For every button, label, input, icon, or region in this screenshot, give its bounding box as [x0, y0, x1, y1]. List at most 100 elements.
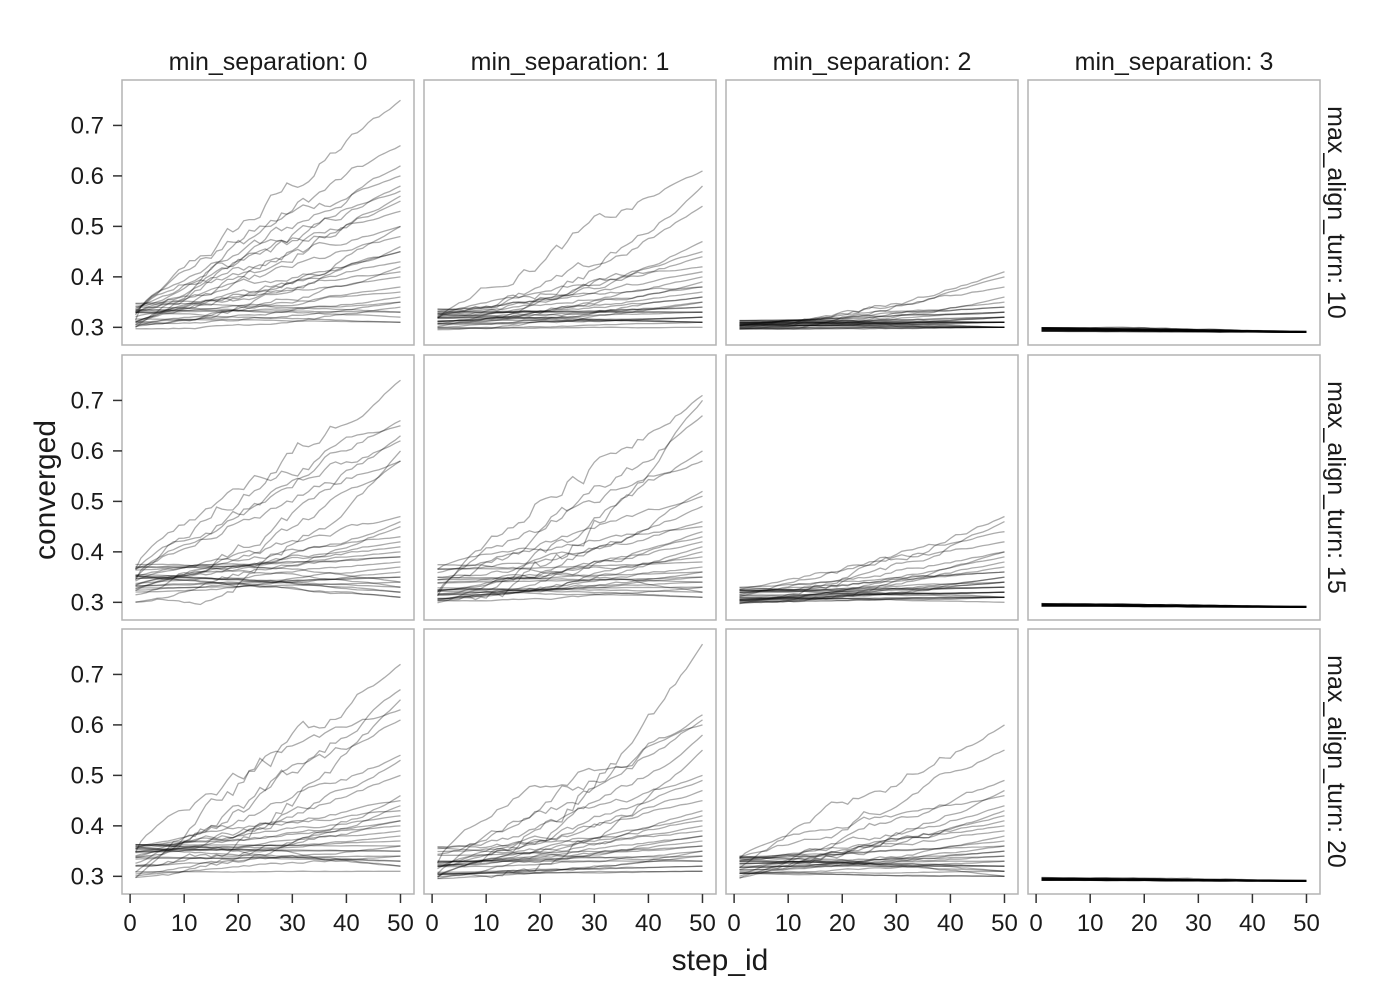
- series-line-run-15: [437, 296, 703, 317]
- x-tick-label: 0: [123, 910, 136, 937]
- series-line-run-6: [437, 490, 703, 595]
- series-line-run-3: [739, 531, 1005, 598]
- series-line-run-24: [1041, 878, 1307, 883]
- series-line-run-28: [1041, 602, 1307, 609]
- series-line-run-20: [1041, 604, 1307, 609]
- series-line-run-19: [437, 571, 703, 596]
- series-line-run-4: [135, 435, 401, 596]
- series-line-run-21: [135, 291, 401, 328]
- series-line-run-11: [437, 810, 703, 864]
- series-line-run-8: [135, 200, 401, 323]
- series-line-run-23: [135, 847, 401, 852]
- series-line-run-24: [135, 855, 401, 877]
- series-line-run-29: [739, 872, 1005, 878]
- series-line-run-8: [1041, 878, 1307, 882]
- series-line-run-12: [135, 235, 401, 323]
- row-strip-label: max_align_turn: 10: [1322, 106, 1350, 319]
- series-line-run-27: [437, 317, 703, 323]
- x-tick-label: 40: [333, 910, 360, 937]
- series-line-run-7: [1041, 328, 1307, 333]
- panel-border: [1027, 628, 1321, 895]
- row-strip-label: max_align_turn: 20: [1322, 655, 1350, 868]
- series-line-run-6: [135, 754, 401, 858]
- series-line-run-15: [1041, 603, 1307, 608]
- series-line-run-27: [135, 856, 401, 862]
- series-line-run-22: [1041, 328, 1307, 334]
- series-line-run-17: [437, 835, 703, 863]
- series-line-run-21: [437, 850, 703, 880]
- series-line-run-18: [1041, 330, 1307, 334]
- strips-layer: min_separation: 0 min_separation: 1 min_se…: [169, 48, 1350, 868]
- series-line-run-22: [437, 311, 703, 314]
- series-line-run-4: [739, 296, 1005, 330]
- series-line-run-10: [437, 281, 703, 323]
- panel-r2-c0: [121, 628, 415, 895]
- series-line-run-26: [1041, 604, 1307, 609]
- series-line-run-13: [1041, 877, 1307, 882]
- series-line-run-27: [437, 564, 703, 593]
- series-line-run-3: [135, 165, 401, 328]
- series-line-run-6: [1041, 603, 1307, 608]
- series-line-run-24: [437, 855, 703, 876]
- series-line-run-15: [1041, 877, 1307, 882]
- panel-r2-c1: [423, 628, 717, 895]
- x-tick-label: 20: [225, 910, 252, 937]
- series-line-run-1: [1041, 329, 1307, 333]
- series-line-run-2: [1041, 877, 1307, 882]
- series-line-run-16: [1041, 605, 1307, 609]
- series-line-run-4: [436, 724, 703, 864]
- series-line-run-29: [135, 311, 401, 323]
- series-line-run-7: [739, 810, 1005, 860]
- series-line-run-19: [739, 321, 1005, 327]
- series-line-run-12: [135, 810, 401, 850]
- series-line-run-20: [739, 860, 1005, 874]
- series-line-run-9: [1041, 604, 1307, 608]
- series-line-run-8: [739, 561, 1005, 602]
- series-line-run-7: [739, 306, 1005, 326]
- series-line-run-1: [437, 170, 703, 318]
- series-line-run-18: [739, 586, 1005, 594]
- series-line-run-14: [739, 581, 1005, 604]
- series-line-run-30: [135, 318, 401, 323]
- y-tick-label: 0.4: [71, 813, 104, 840]
- series-line-run-28: [739, 589, 1005, 598]
- series-line-run-18: [1041, 878, 1307, 883]
- series-line-run-24: [135, 301, 401, 314]
- series-line-run-17: [1041, 328, 1307, 334]
- series-line-run-6: [739, 551, 1005, 604]
- series-line-run-16: [437, 835, 703, 880]
- x-tick-label: 0: [425, 910, 438, 937]
- series-line-run-22: [437, 576, 703, 600]
- series-line-run-20: [135, 571, 401, 593]
- series-line-run-15: [1041, 327, 1307, 333]
- series-line-run-1: [1041, 879, 1307, 882]
- series-line-run-23: [437, 316, 703, 326]
- series-line-run-9: [135, 795, 401, 879]
- x-tick-label: 20: [829, 910, 856, 937]
- series-line-run-7: [135, 195, 401, 307]
- series-line-run-14: [437, 296, 703, 325]
- series-line-run-5: [739, 301, 1005, 324]
- series-line-run-11: [1041, 328, 1307, 333]
- series-line-run-8: [1041, 603, 1307, 608]
- series-line-run-24: [1041, 603, 1307, 609]
- series-line-run-18: [437, 840, 703, 867]
- series-line-run-16: [437, 556, 703, 592]
- x-tick-label: 10: [775, 910, 802, 937]
- series-line-run-30: [437, 590, 703, 598]
- series-line-run-7: [134, 460, 401, 581]
- col-strip-label: min_separation: 2: [773, 48, 972, 76]
- series-line-run-10: [437, 799, 703, 870]
- series-line-run-15: [135, 820, 401, 849]
- series-line-run-27: [1041, 604, 1307, 609]
- series-line-run-12: [739, 316, 1005, 328]
- series-line-run-13: [1041, 603, 1307, 608]
- series-line-run-13: [437, 291, 703, 320]
- series-line-run-25: [437, 586, 703, 591]
- series-line-run-9: [135, 515, 401, 592]
- series-line-run-16: [437, 301, 703, 331]
- series-line-run-9: [1041, 879, 1307, 882]
- series-line-run-21: [739, 860, 1005, 865]
- panel-border: [725, 354, 1019, 621]
- series-line-run-30: [739, 326, 1005, 330]
